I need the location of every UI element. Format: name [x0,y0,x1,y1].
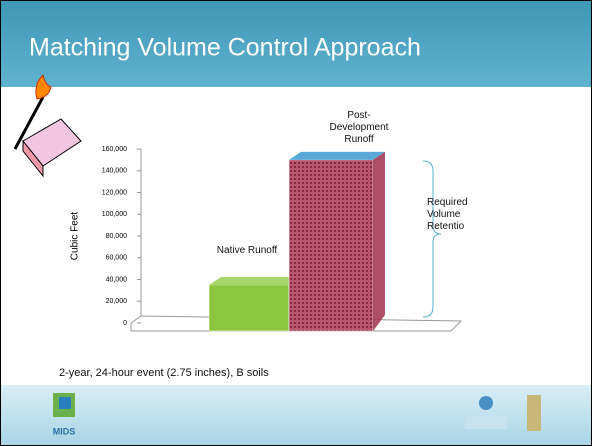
chart-title: Matching Volume Control Approach [29,34,421,62]
bracket [422,160,442,318]
category-label: Native Runoff [216,244,278,256]
agency-logo [479,396,493,410]
logo-text: MIDS [53,426,76,436]
y-tick-label: 60,000 [106,255,128,262]
y-tick-label: 100,000 [102,211,127,218]
header-band [1,1,591,87]
bar [288,159,374,332]
footnote: 2-year, 24-hour event (2.75 inches), B s… [59,367,269,379]
y-tick-label: 0 [123,320,127,327]
annotation: Required Volume Retentio [427,197,468,232]
y-tick-label: 160,000 [102,146,127,153]
y-axis-label: Cubic Feet [70,212,81,261]
category-label: Post-Development Runoff [329,109,389,145]
bar [208,284,290,332]
y-tick-label: 20,000 [106,298,128,305]
mids-logo: MIDS [53,393,76,436]
bar-top [209,276,301,285]
y-tick-label: 40,000 [106,276,128,283]
y-tick-label: 120,000 [102,189,127,196]
matches-icon [13,73,82,178]
bar-top [289,151,385,160]
y-tick-label: 140,000 [102,168,127,175]
y-tick-label: 80,000 [106,233,128,240]
bar-side [373,151,385,331]
agency-name [465,415,507,429]
floor [130,315,463,332]
side-logo [527,395,541,431]
